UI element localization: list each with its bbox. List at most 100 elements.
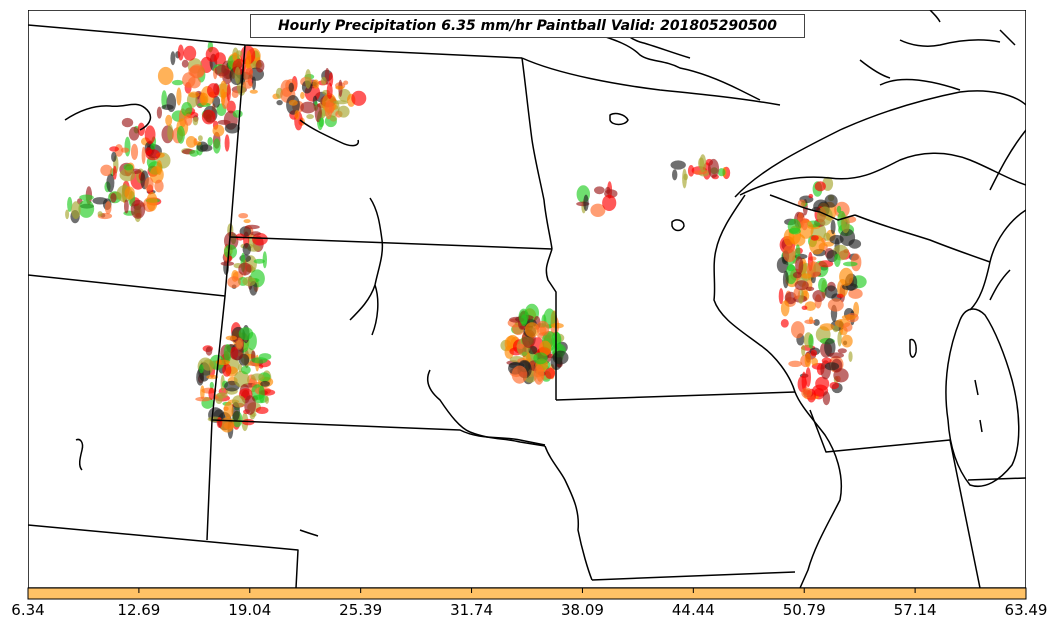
paintball-blob <box>837 331 842 347</box>
paintball-blob <box>243 219 251 224</box>
paintball-blob <box>329 102 335 114</box>
paintball-blob <box>804 319 816 325</box>
paintball-blob <box>220 417 235 433</box>
paintball-blob <box>176 125 185 144</box>
paintball-blob <box>167 124 174 142</box>
paintball-blob <box>195 396 211 402</box>
paintball-blob <box>104 201 112 215</box>
paintball-blob <box>801 219 808 231</box>
paintball-blob <box>258 385 265 403</box>
paintball-blob <box>130 143 139 160</box>
paintball-blob <box>805 286 815 291</box>
paintball-blob <box>814 181 826 192</box>
paintball-blob <box>170 51 176 66</box>
paintball-blob <box>848 351 853 362</box>
paintball-blob <box>156 106 162 119</box>
paintball-blob <box>200 385 205 400</box>
paintball-blob <box>216 392 228 399</box>
paintball-blob <box>839 228 856 247</box>
paintball-blobs <box>65 40 867 439</box>
paintball-blob <box>225 335 237 341</box>
paintball-blob <box>329 115 338 122</box>
paintball-blob <box>848 288 863 299</box>
paintball-blob <box>821 357 832 365</box>
paintball-blob <box>539 340 552 356</box>
paintball-blob <box>314 103 322 123</box>
paintball-blob <box>157 66 174 86</box>
paintball-blob <box>71 201 81 220</box>
paintball-blob <box>110 193 117 203</box>
paintball-blob <box>188 91 200 98</box>
paintball-blob <box>124 186 135 200</box>
paintball-blob <box>212 95 221 108</box>
paintball-blob <box>219 80 227 100</box>
paintball-blob <box>250 231 261 236</box>
paintball-blob <box>111 151 117 162</box>
paintball-blob <box>583 194 589 211</box>
paintball-blob <box>837 348 847 354</box>
paintball-blob <box>130 199 146 219</box>
paintball-blob <box>602 194 617 211</box>
paintball-blob <box>321 76 327 85</box>
paintball-blob <box>819 323 835 331</box>
paintball-blob <box>590 203 606 217</box>
paintball-blob <box>304 69 312 89</box>
paintball-blob <box>812 290 826 302</box>
paintball-blob <box>810 235 819 241</box>
paintball-blob <box>544 367 556 379</box>
paintball-blob <box>214 65 230 77</box>
colorbar <box>27 587 1027 600</box>
paintball-blob <box>337 105 350 118</box>
paintball-blob <box>801 273 812 279</box>
paintball-blob <box>801 305 808 310</box>
paintball-blob <box>188 65 205 78</box>
paintball-blob <box>258 364 264 369</box>
paintball-blob <box>252 232 268 246</box>
colorbar-ticks <box>27 588 1027 593</box>
paintball-blob <box>841 314 857 320</box>
paintball-blob <box>233 370 250 388</box>
paintball-blob <box>605 186 611 194</box>
colorbar-tick-label: 31.74 <box>450 601 494 619</box>
paintball-blob <box>717 168 726 177</box>
paintball-blob <box>533 352 548 365</box>
paintball-blob <box>250 373 265 381</box>
paintball-blob <box>205 346 213 356</box>
paintball-blob <box>199 364 204 374</box>
paintball-blob <box>693 170 708 175</box>
paintball-blob <box>828 352 845 359</box>
colorbar-tick-label: 63.49 <box>1004 601 1048 619</box>
paintball-blob <box>188 76 201 89</box>
paintball-blob <box>816 206 833 226</box>
paintball-blob <box>797 199 806 207</box>
paintball-blob <box>780 319 789 328</box>
paintball-blob <box>249 89 258 94</box>
paintball-blob <box>533 365 545 385</box>
paintball-blob <box>224 123 240 134</box>
paintball-blob <box>262 251 267 269</box>
paintball-blob <box>224 244 237 259</box>
paintball-blob <box>232 395 246 408</box>
paintball-blob <box>318 117 325 128</box>
paintball-blob <box>780 300 790 317</box>
paintball-blob <box>793 287 801 300</box>
paintball-blob <box>124 199 129 214</box>
paintball-blob <box>518 308 529 325</box>
paintball-blob <box>144 125 156 144</box>
paintball-blob <box>829 382 839 390</box>
colorbar-tick-label: 19.04 <box>228 601 272 619</box>
paintball-blob <box>841 334 853 348</box>
paintball-blob <box>213 138 221 154</box>
paintball-blob <box>176 87 182 106</box>
paintball-blob <box>312 79 320 89</box>
paintball-blob <box>146 192 158 212</box>
paintball-blob <box>112 165 117 180</box>
paintball-blob <box>79 194 94 201</box>
paintball-blob <box>288 99 298 106</box>
paintball-blob <box>166 93 177 112</box>
colorbar-tick-label: 12.69 <box>117 601 161 619</box>
paintball-blob <box>791 321 805 339</box>
paintball-blob <box>811 357 818 366</box>
paintball-blob <box>222 363 232 377</box>
paintball-blob <box>815 376 830 391</box>
